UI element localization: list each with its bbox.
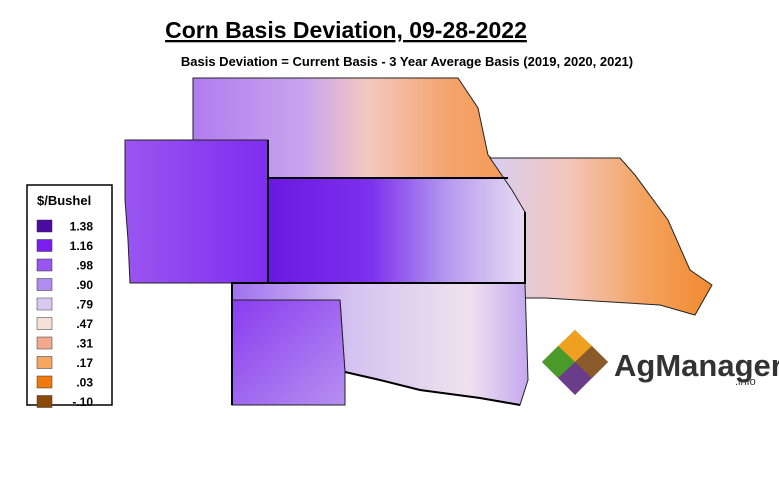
state-borders bbox=[231, 140, 526, 406]
legend-title: $/Bushel bbox=[37, 193, 91, 208]
subtitle: Basis Deviation = Current Basis - 3 Year… bbox=[181, 54, 633, 69]
logo-leaf bbox=[542, 346, 575, 378]
legend-swatch bbox=[36, 336, 53, 350]
logo-name: AgManager bbox=[614, 348, 779, 383]
legend-swatch bbox=[36, 317, 53, 330]
legend-swatch bbox=[36, 239, 53, 252]
legend-label: -.10 bbox=[72, 395, 93, 409]
kansas bbox=[267, 177, 526, 284]
legend-swatch bbox=[36, 297, 53, 311]
logo-suffix: .info bbox=[735, 376, 756, 388]
map bbox=[124, 77, 713, 406]
legend-label: .47 bbox=[76, 317, 93, 331]
legend-swatch bbox=[36, 219, 53, 233]
texas-panhandle bbox=[231, 299, 346, 406]
legend-label: .31 bbox=[76, 337, 93, 351]
legend-label: .90 bbox=[76, 278, 93, 292]
border bbox=[268, 212, 526, 284]
legend-label: 1.38 bbox=[70, 220, 94, 234]
legend-label: 1.16 bbox=[70, 239, 94, 253]
legend-label: .79 bbox=[76, 298, 93, 312]
legend: 1.38 1.16 .98 .90 .79 .47 .31 .17 .03 -.10 bbox=[36, 219, 94, 409]
legend-label: .17 bbox=[76, 356, 93, 370]
legend-label: .98 bbox=[76, 259, 93, 273]
legend-swatch bbox=[36, 395, 53, 408]
legend-swatch bbox=[36, 258, 53, 272]
border bbox=[231, 140, 269, 405]
legend-swatch bbox=[36, 278, 53, 291]
legend-box bbox=[26, 184, 113, 406]
colorado bbox=[124, 139, 269, 284]
title: Corn Basis Deviation, 09-28-2022 bbox=[165, 17, 527, 43]
border bbox=[344, 371, 521, 406]
logo: AgManager .info bbox=[542, 330, 779, 395]
legend-swatch bbox=[36, 356, 53, 369]
logo-cow bbox=[575, 346, 608, 378]
legend-swatch bbox=[36, 375, 53, 389]
legend-label: .03 bbox=[76, 376, 93, 390]
